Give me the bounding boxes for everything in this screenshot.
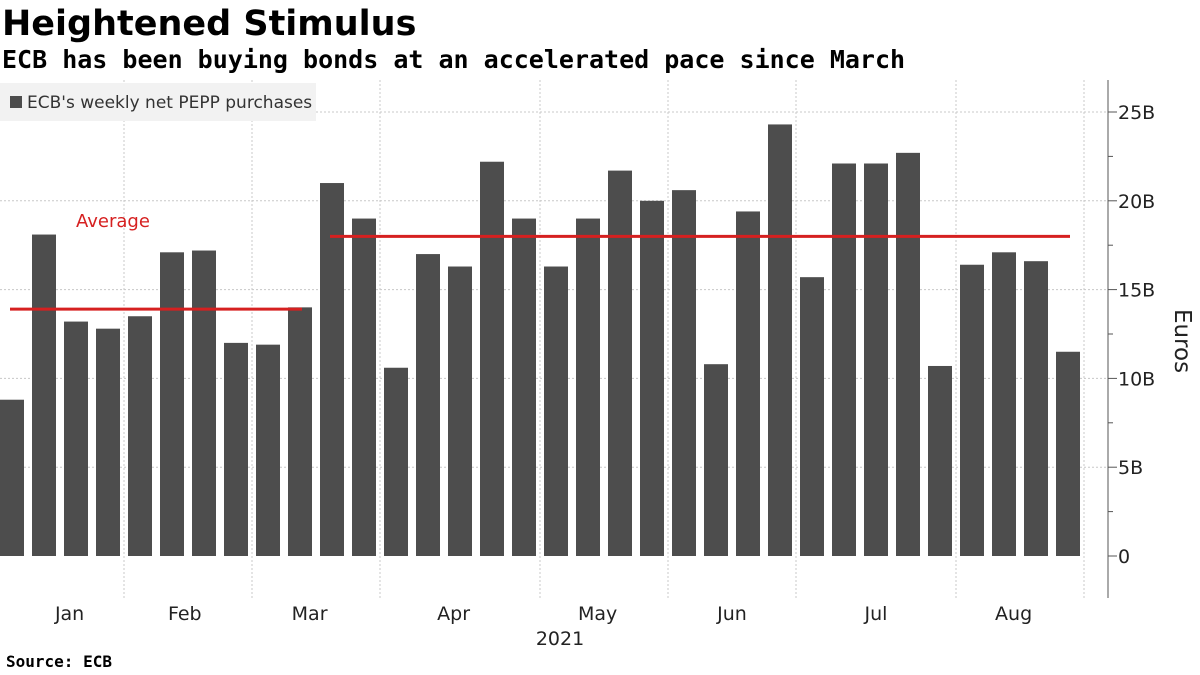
legend-swatch [10, 96, 22, 108]
bar [768, 124, 792, 556]
y-tick-label: 15B [1118, 280, 1155, 302]
axes: 0 5B 10B 15B 20B 25B Jan Feb Mar Apr May Jun Jul Aug [54, 80, 1155, 625]
bar [128, 316, 152, 556]
y-tick-label: 5B [1118, 457, 1143, 479]
source-note: Source: ECB [6, 652, 112, 671]
bar [928, 365, 952, 556]
x-tick-label: Jul [864, 603, 888, 625]
bar [672, 190, 696, 557]
bar [0, 399, 24, 556]
bar [480, 161, 504, 556]
bar [160, 252, 184, 556]
y-axis-label: Euros [1169, 309, 1195, 373]
bar [256, 344, 280, 556]
x-tick-label: Aug [995, 603, 1032, 625]
bar [992, 252, 1016, 556]
x-tick-label: Feb [168, 603, 202, 625]
legend-background [0, 83, 316, 121]
bar [32, 234, 56, 556]
bar [352, 218, 376, 556]
bar [64, 321, 88, 556]
bar [224, 342, 248, 556]
bars [0, 124, 1080, 557]
bar [384, 367, 408, 556]
bar [608, 170, 632, 556]
x-axis-year-label: 2021 [536, 628, 584, 650]
x-tick-label: Jan [54, 603, 84, 625]
bar [512, 218, 536, 556]
bar [576, 218, 600, 556]
bar [704, 364, 728, 556]
bar [96, 328, 120, 556]
bar [192, 250, 216, 556]
average-annotation: Average [76, 211, 150, 232]
bar [288, 307, 312, 556]
x-tick-label: Apr [437, 603, 470, 625]
y-tick-label: 20B [1118, 191, 1155, 213]
y-tick-label: 25B [1118, 102, 1155, 124]
chart-subtitle: ECB has been buying bonds at an accelera… [2, 45, 906, 74]
x-tick-label: Jun [716, 603, 747, 625]
bar [320, 183, 344, 557]
average-lines [10, 234, 1070, 311]
y-tick-label: 10B [1118, 368, 1155, 390]
bar [736, 211, 760, 556]
bar [960, 264, 984, 556]
x-tick-label: May [578, 603, 617, 625]
bar [800, 277, 824, 556]
bar [896, 152, 920, 556]
legend-label: ECB's weekly net PEPP purchases [27, 93, 312, 113]
x-tick-label: Mar [292, 603, 328, 625]
chart-title: Heightened Stimulus [2, 4, 417, 44]
legend: ECB's weekly net PEPP purchases [0, 83, 316, 121]
y-tick-label: 0 [1118, 546, 1130, 568]
bar [416, 254, 440, 556]
bar [544, 266, 568, 556]
bar [448, 266, 472, 556]
bar [1056, 351, 1080, 556]
bar [1024, 261, 1048, 556]
bar [864, 163, 888, 556]
bar [640, 200, 664, 557]
bar [832, 163, 856, 556]
